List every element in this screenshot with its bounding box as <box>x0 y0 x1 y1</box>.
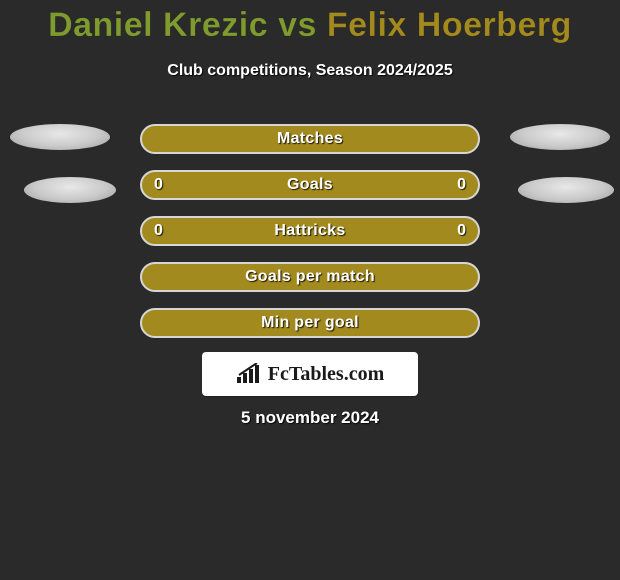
stat-bars: Matches 0 Goals 0 0 Hattricks 0 Goals pe… <box>140 124 480 354</box>
stat-label: Goals <box>287 176 333 194</box>
source-badge-text: FcTables.com <box>268 363 384 386</box>
stat-bar: Min per goal <box>140 308 480 338</box>
stat-bar: 0 Hattricks 0 <box>140 216 480 246</box>
decor-ellipse <box>510 124 610 150</box>
stat-bar: Goals per match <box>140 262 480 292</box>
title: Daniel Krezic vs Felix Hoerberg <box>0 6 620 45</box>
stat-bar: 0 Goals 0 <box>140 170 480 200</box>
comparison-card: Daniel Krezic vs Felix Hoerberg Club com… <box>0 0 620 580</box>
date-stamp: 5 november 2024 <box>0 408 620 428</box>
stat-bar: Matches <box>140 124 480 154</box>
source-badge: FcTables.com <box>202 352 418 396</box>
stat-label: Goals per match <box>245 268 375 286</box>
decor-ellipse <box>10 124 110 150</box>
stat-right-value: 0 <box>457 176 466 194</box>
decor-ellipse <box>518 177 614 203</box>
title-player1: Daniel Krezic <box>48 6 268 44</box>
stat-label: Matches <box>277 130 343 148</box>
stat-left-value: 0 <box>154 176 163 194</box>
title-vs: vs <box>278 6 317 44</box>
stat-label: Min per goal <box>261 314 359 332</box>
subtitle: Club competitions, Season 2024/2025 <box>0 62 620 80</box>
stat-label: Hattricks <box>274 222 345 240</box>
chart-icon <box>236 363 262 385</box>
decor-ellipse <box>24 177 116 203</box>
stat-left-value: 0 <box>154 222 163 240</box>
title-player2: Felix Hoerberg <box>327 6 572 44</box>
stat-right-value: 0 <box>457 222 466 240</box>
